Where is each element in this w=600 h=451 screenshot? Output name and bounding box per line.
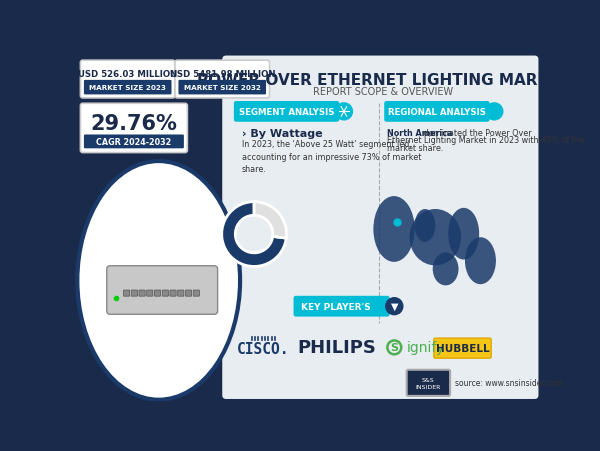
FancyBboxPatch shape <box>84 81 172 95</box>
Ellipse shape <box>465 238 496 285</box>
FancyBboxPatch shape <box>175 61 269 99</box>
Text: North America: North America <box>386 129 452 138</box>
Text: POWER OVER ETHERNET LIGHTING MARKET: POWER OVER ETHERNET LIGHTING MARKET <box>197 74 570 88</box>
FancyBboxPatch shape <box>170 290 176 296</box>
FancyBboxPatch shape <box>80 61 175 99</box>
FancyBboxPatch shape <box>154 290 161 296</box>
FancyBboxPatch shape <box>193 290 199 296</box>
Text: S&S
INSIDER: S&S INSIDER <box>416 377 441 389</box>
FancyBboxPatch shape <box>84 135 184 149</box>
FancyBboxPatch shape <box>434 338 491 359</box>
Ellipse shape <box>409 210 461 266</box>
Text: SEGMENT ANALYSIS: SEGMENT ANALYSIS <box>239 108 334 117</box>
FancyBboxPatch shape <box>185 290 191 296</box>
Ellipse shape <box>77 161 240 400</box>
Ellipse shape <box>415 210 435 242</box>
Text: REPORT SCOPE & OVERVIEW: REPORT SCOPE & OVERVIEW <box>313 87 454 97</box>
Text: source: www.snsinsider.com: source: www.snsinsider.com <box>455 378 562 387</box>
Circle shape <box>486 104 503 120</box>
Text: CAGR 2024-2032: CAGR 2024-2032 <box>96 138 172 147</box>
FancyBboxPatch shape <box>178 81 266 95</box>
FancyBboxPatch shape <box>178 290 184 296</box>
Circle shape <box>335 104 352 120</box>
Text: Ethernet Lighting Market in 2023 with 40% of the: Ethernet Lighting Market in 2023 with 40… <box>386 136 584 145</box>
FancyBboxPatch shape <box>131 290 137 296</box>
Text: MARKET SIZE 2032: MARKET SIZE 2032 <box>184 85 260 91</box>
FancyBboxPatch shape <box>124 290 130 296</box>
Text: ▼: ▼ <box>391 302 398 312</box>
FancyBboxPatch shape <box>146 290 153 296</box>
Text: In 2023, the ‘Above 25 Watt’ segment led,
accounting for an impressive 73% of ma: In 2023, the ‘Above 25 Watt’ segment led… <box>242 140 421 174</box>
FancyBboxPatch shape <box>222 56 538 399</box>
Text: HUBBELL: HUBBELL <box>436 343 490 354</box>
Text: ignify: ignify <box>407 341 445 354</box>
Text: MARKET SIZE 2023: MARKET SIZE 2023 <box>89 85 166 91</box>
Wedge shape <box>254 202 286 239</box>
FancyBboxPatch shape <box>107 266 218 315</box>
Text: CISCO.: CISCO. <box>237 342 290 357</box>
Ellipse shape <box>433 253 458 286</box>
Text: › By Wattage: › By Wattage <box>242 129 322 138</box>
Text: REGIONAL ANALYSIS: REGIONAL ANALYSIS <box>388 108 486 117</box>
Text: dominated the Power Over: dominated the Power Over <box>421 129 532 138</box>
FancyBboxPatch shape <box>139 290 145 296</box>
Circle shape <box>386 298 403 315</box>
FancyBboxPatch shape <box>407 370 450 396</box>
Text: PHILIPS: PHILIPS <box>298 339 376 357</box>
FancyBboxPatch shape <box>80 104 187 153</box>
FancyBboxPatch shape <box>234 102 339 123</box>
Wedge shape <box>222 202 286 267</box>
Text: USD 526.03 MILLION: USD 526.03 MILLION <box>78 70 178 79</box>
FancyBboxPatch shape <box>293 296 389 317</box>
FancyBboxPatch shape <box>162 290 169 296</box>
Text: USD 5481.98 MILLION: USD 5481.98 MILLION <box>170 70 275 79</box>
Text: S: S <box>391 343 398 353</box>
FancyBboxPatch shape <box>384 102 490 123</box>
Ellipse shape <box>373 197 415 262</box>
Text: KEY PLAYER'S: KEY PLAYER'S <box>301 302 371 311</box>
Text: market share.: market share. <box>386 143 443 152</box>
Ellipse shape <box>448 208 479 260</box>
Text: 29.76%: 29.76% <box>91 113 178 133</box>
